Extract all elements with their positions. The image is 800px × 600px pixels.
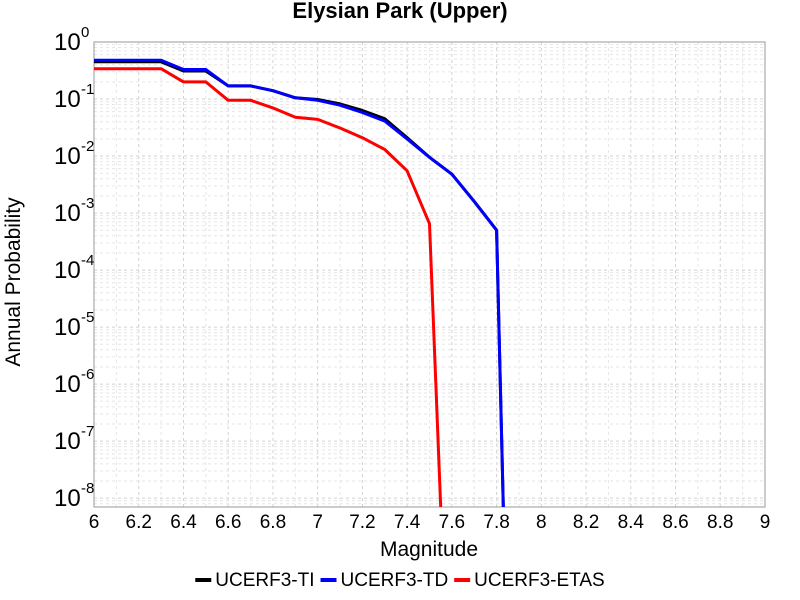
legend-label-ucerf3-ti: UCERF3-TI	[215, 570, 314, 591]
x-tick-label: 7.8	[483, 512, 509, 533]
x-tick-label: 6.6	[215, 512, 241, 533]
plot-frame	[93, 41, 766, 508]
x-tick-label: 8.6	[662, 512, 688, 533]
y-tick-label: 10 -4	[54, 252, 94, 284]
y-tick-label: 10 -2	[54, 138, 94, 170]
y-tick-label: 10 -5	[54, 309, 94, 341]
x-tick-label: 6.4	[170, 512, 197, 533]
series-line-ucerf3-td	[94, 58, 505, 508]
series-layer	[94, 58, 505, 508]
y-tick-exponent: -7	[81, 423, 94, 440]
y-tick-label: 10 -6	[54, 366, 94, 398]
x-tick-label: 6.8	[260, 512, 286, 533]
x-tick-label: 8.4	[618, 512, 645, 533]
grid	[93, 41, 766, 508]
y-tick-base: 10	[54, 371, 81, 398]
x-tick-labels: 6 6.2 6.4 6.6 6.8 7 7.2 7.4 7.6 7.8 8 8.2 8.4 8.6 8.8 9	[89, 512, 771, 533]
y-tick-label: 10 -3	[54, 195, 94, 227]
x-tick-label: 7	[312, 512, 323, 533]
y-tick-base: 10	[54, 29, 81, 56]
x-tick-label: 8.2	[573, 512, 599, 533]
y-tick-label: 10 0	[54, 24, 89, 56]
x-tick-label: 8	[536, 512, 547, 533]
y-tick-base: 10	[54, 314, 81, 341]
y-tick-base: 10	[54, 200, 81, 227]
x-tick-label: 7.6	[439, 512, 465, 533]
y-tick-label: 10 -8	[54, 480, 94, 512]
series-line-ucerf3-etas	[94, 67, 443, 508]
x-axis-label: Magnitude	[380, 538, 478, 561]
y-tick-base: 10	[54, 257, 81, 284]
y-tick-exponent: -8	[81, 480, 94, 497]
y-axis-label: Annual Probability	[2, 197, 25, 367]
x-tick-label: 8.8	[707, 512, 733, 533]
y-tick-exponent: 0	[81, 24, 89, 41]
y-tick-base: 10	[54, 86, 81, 113]
y-tick-exponent: -6	[81, 366, 94, 383]
chart-title: Elysian Park (Upper)	[292, 0, 507, 23]
legend-label-ucerf3-etas: UCERF3-ETAS	[474, 570, 605, 591]
x-tick-label: 7.4	[394, 512, 421, 533]
y-tick-label: 10 -1	[54, 81, 94, 113]
y-tick-label: 10 -7	[54, 423, 94, 455]
y-tick-exponent: -5	[81, 309, 94, 326]
x-tick-label: 6.2	[126, 512, 152, 533]
y-tick-base: 10	[54, 428, 81, 455]
y-tick-base: 10	[54, 143, 81, 170]
legend-label-ucerf3-td: UCERF3-TD	[341, 570, 449, 591]
y-tick-exponent: -3	[81, 195, 94, 212]
y-tick-exponent: -1	[81, 81, 94, 98]
y-tick-base: 10	[54, 485, 81, 512]
legend: UCERF3-TI UCERF3-TD UCERF3-ETAS	[195, 570, 605, 591]
x-tick-label: 7.2	[349, 512, 375, 533]
x-tick-label: 9	[760, 512, 771, 533]
y-tick-exponent: -2	[81, 138, 94, 155]
y-tick-exponent: -4	[81, 252, 94, 269]
x-tick-label: 6	[89, 512, 100, 533]
